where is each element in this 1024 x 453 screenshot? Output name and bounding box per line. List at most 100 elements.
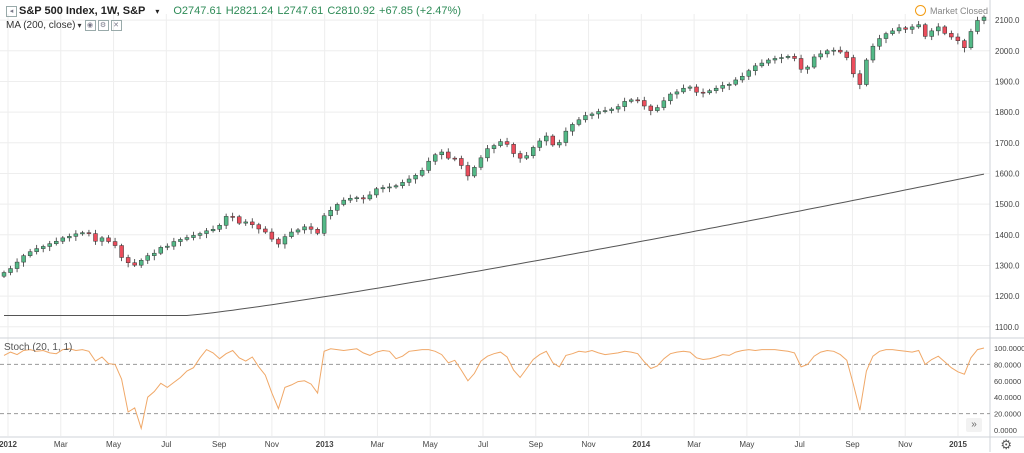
settings-icon[interactable]: ⚙ bbox=[97, 20, 109, 31]
candle-down bbox=[955, 33, 961, 45]
candle-body bbox=[374, 188, 379, 196]
candle-up bbox=[713, 85, 719, 94]
candle-up bbox=[537, 138, 542, 152]
chevron-down-icon[interactable]: ▾ bbox=[155, 6, 160, 16]
candle-body bbox=[851, 57, 856, 75]
candle-up bbox=[707, 88, 712, 95]
candle-body bbox=[746, 70, 752, 77]
candle-up bbox=[877, 34, 882, 50]
candle-up bbox=[27, 248, 33, 258]
candle-body bbox=[21, 255, 26, 263]
candle-up bbox=[165, 243, 170, 251]
stoch-legend: Stoch (20, 1, 1) bbox=[4, 342, 72, 353]
candle-body bbox=[681, 87, 686, 93]
gear-icon[interactable]: ⚙ bbox=[1000, 437, 1012, 452]
candle-body bbox=[263, 228, 268, 233]
candle-down bbox=[112, 237, 118, 249]
candle-body bbox=[975, 20, 980, 32]
candle-up bbox=[831, 47, 836, 56]
candle-down bbox=[250, 218, 255, 229]
candle-body bbox=[655, 107, 660, 111]
candle-body bbox=[184, 237, 190, 240]
candle-body bbox=[223, 216, 229, 226]
ma-label[interactable]: MA (200, close) bbox=[6, 20, 76, 31]
candle-body bbox=[472, 167, 477, 177]
candle-body bbox=[380, 187, 386, 190]
close-icon[interactable]: ✕ bbox=[110, 20, 122, 31]
candle-up bbox=[426, 157, 431, 174]
stoch-label[interactable]: Stoch (20, 1, 1) bbox=[4, 342, 73, 353]
candle-body bbox=[361, 197, 366, 200]
candle-up bbox=[779, 53, 784, 64]
candle-up bbox=[896, 24, 902, 34]
candle-body bbox=[511, 144, 516, 154]
candle-body bbox=[922, 24, 928, 37]
candle-body bbox=[446, 151, 451, 159]
chevron-down-icon[interactable]: ▾ bbox=[77, 21, 82, 30]
candle-body bbox=[112, 241, 118, 246]
candle-down bbox=[86, 229, 92, 237]
candle-up bbox=[824, 48, 830, 58]
time-tick-label: Sep bbox=[212, 440, 227, 449]
candle-body bbox=[145, 255, 150, 261]
candle-body bbox=[498, 141, 503, 146]
candle-body bbox=[635, 99, 640, 102]
candle-body bbox=[73, 233, 79, 237]
candle-body bbox=[1, 272, 7, 277]
market-status: Market Closed bbox=[914, 5, 988, 16]
candle-body bbox=[439, 151, 444, 156]
candle-up bbox=[171, 237, 177, 250]
candle-down bbox=[459, 155, 464, 170]
candle-down bbox=[922, 22, 928, 40]
price-tick-label: 1600.0 bbox=[995, 169, 1020, 178]
candle-body bbox=[798, 58, 804, 70]
candle-down bbox=[635, 97, 640, 104]
candle-up bbox=[289, 228, 294, 239]
candle-body bbox=[40, 246, 46, 249]
candle-body bbox=[628, 99, 634, 102]
candle-body bbox=[949, 33, 954, 38]
time-tick-label: Jul bbox=[795, 440, 805, 449]
candle-body bbox=[406, 178, 412, 183]
candle-up bbox=[60, 236, 66, 244]
candle-down bbox=[236, 214, 242, 225]
candle-body bbox=[34, 248, 39, 252]
candle-down bbox=[465, 161, 471, 181]
candle-up bbox=[981, 15, 987, 25]
candle-body bbox=[942, 26, 948, 34]
candle-up bbox=[655, 104, 660, 113]
candle-body bbox=[14, 261, 20, 269]
time-tick-label: May bbox=[106, 440, 121, 449]
symbol-title[interactable]: S&P 500 Index, 1W, S&P bbox=[19, 5, 146, 17]
candle-down bbox=[844, 50, 850, 61]
candle-body bbox=[596, 111, 601, 115]
candle-body bbox=[968, 31, 974, 48]
candle-body bbox=[805, 66, 810, 70]
candle-body bbox=[530, 147, 536, 156]
candle-down bbox=[517, 150, 523, 163]
candle-up bbox=[720, 81, 725, 92]
candle-up bbox=[726, 82, 732, 91]
collapse-icon[interactable]: ◂ bbox=[6, 5, 17, 17]
candle-up bbox=[321, 213, 327, 237]
candle-up bbox=[99, 236, 105, 246]
candle-down bbox=[315, 227, 320, 236]
candle-body bbox=[909, 26, 915, 30]
time-tick-label: Nov bbox=[581, 440, 595, 449]
candle-body bbox=[903, 27, 908, 30]
candle-up bbox=[432, 152, 438, 165]
candle-body bbox=[341, 199, 346, 205]
candle-body bbox=[60, 237, 66, 242]
candle-up bbox=[73, 230, 79, 241]
candle-body bbox=[250, 221, 255, 225]
price-tick-label: 1500.0 bbox=[995, 200, 1020, 209]
candle-up bbox=[674, 89, 680, 99]
candle-body bbox=[295, 229, 301, 233]
candle-body bbox=[210, 229, 216, 232]
candle-body bbox=[792, 56, 797, 59]
scroll-right-button[interactable]: » bbox=[966, 418, 982, 432]
candle-body bbox=[609, 108, 614, 111]
candle-up bbox=[354, 195, 360, 202]
eye-icon[interactable]: ◉ bbox=[84, 20, 96, 31]
